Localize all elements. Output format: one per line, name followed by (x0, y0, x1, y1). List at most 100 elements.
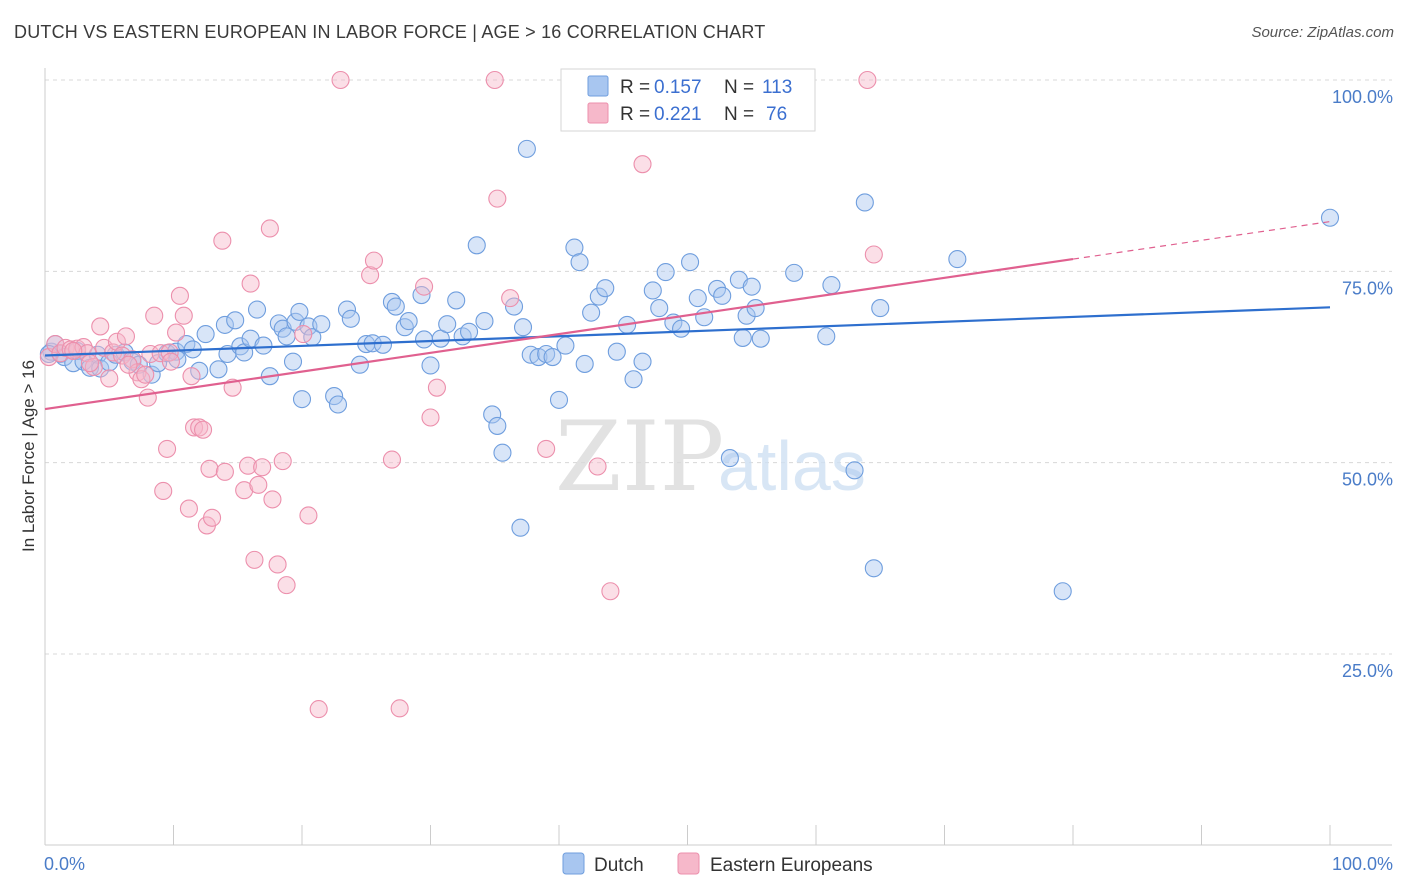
dutch-point-23 (196, 325, 215, 344)
dutch-point-31 (247, 300, 267, 319)
legend-n-label-ee: N = (724, 104, 754, 125)
legend-n-label-dutch: N = (724, 77, 754, 98)
dutch-point-64 (467, 236, 486, 255)
ee-point-13 (107, 332, 127, 351)
ee-regression-line-extension (1072, 220, 1331, 260)
dutch-point-39 (290, 302, 309, 321)
dutch-point-40 (292, 390, 312, 409)
dutch-point-91 (656, 263, 675, 282)
ee-point-27 (167, 323, 186, 342)
axes (44, 68, 1392, 846)
ee-point-31 (182, 367, 201, 386)
ee-point-43 (241, 274, 260, 293)
ee-point-60 (415, 277, 434, 296)
ee-point-74 (119, 355, 138, 374)
dutch-point-99 (720, 449, 739, 468)
y-tick-label-2: 50.0% (1342, 470, 1393, 490)
dutch-regression-line (44, 306, 1331, 357)
stats-legend: R = 0.157 N = 113 R = 0.221 N = 76 (560, 68, 816, 132)
legend-r-label-dutch: R = (620, 77, 650, 98)
ee-point-25 (158, 439, 177, 458)
dutch-point-46 (337, 300, 357, 319)
dutch-point-71 (513, 318, 533, 337)
ee-regression-line (44, 257, 1074, 411)
ee-point-68 (601, 582, 620, 601)
ee-point-51 (277, 576, 296, 595)
dutch-point-15 (142, 365, 161, 384)
ee-point-61 (421, 408, 440, 427)
ee-point-58 (382, 450, 402, 469)
ee-point-39 (215, 462, 234, 481)
ee-point-44 (245, 550, 264, 569)
ee-point-37 (203, 508, 222, 527)
dutch-point-112 (871, 299, 890, 318)
bottom-legend-label-ee: Eastern Europeans (710, 855, 873, 876)
ee-point-72 (80, 354, 100, 373)
ee-point-21 (141, 344, 160, 364)
ee-point-57 (364, 251, 384, 270)
dutch-point-58 (421, 356, 440, 375)
ee-point-49 (268, 555, 287, 574)
dutch-point-27 (226, 311, 245, 330)
dutch-point-45 (328, 395, 348, 414)
dutch-point-65 (475, 312, 494, 331)
ee-point-65 (501, 289, 520, 308)
y-tick-label-3: 25.0% (1342, 661, 1393, 681)
ee-point-30 (179, 499, 198, 518)
legend-r-value-dutch: 0.157 (654, 77, 702, 98)
grid (45, 79, 1392, 655)
ee-point-45 (249, 475, 268, 494)
dutch-point-61 (447, 291, 466, 310)
bottom-legend-swatch-dutch (562, 852, 585, 875)
dutch-point-88 (633, 352, 652, 371)
bottom-legend-label-dutch: Dutch (594, 855, 644, 876)
ee-point-22 (145, 306, 164, 325)
dutch-point-84 (596, 279, 615, 298)
dutch-point-101 (733, 328, 752, 347)
ee-point-63 (485, 70, 504, 90)
ee-point-42 (238, 456, 258, 475)
ee-point-38 (213, 231, 232, 250)
dutch-point-111 (864, 559, 883, 578)
ee-point-15 (116, 327, 136, 346)
dutch-point-90 (650, 299, 669, 318)
ee-point-75 (64, 341, 83, 360)
dutch-point-105 (751, 329, 770, 348)
ee-point-28 (170, 286, 189, 305)
dutch-point-55 (399, 312, 418, 331)
dutch-point-70 (511, 518, 530, 537)
ee-point-50 (273, 452, 292, 471)
dutch-point-25 (215, 315, 234, 334)
x-tick-label-min: 0.0% (44, 854, 85, 874)
ee-point-66 (537, 439, 556, 458)
ee-point-26 (160, 343, 179, 362)
dutch-point-107 (817, 327, 836, 346)
watermark-atlas: atlas (718, 427, 866, 505)
legend-swatch-dutch (587, 75, 609, 97)
series-legend: Dutch Eastern Europeans (562, 852, 873, 876)
dutch-point-77 (549, 390, 569, 409)
ee-point-19 (136, 365, 155, 384)
ee-point-24 (154, 481, 173, 501)
ee-point-70 (858, 70, 877, 90)
ee-point-73 (161, 352, 180, 371)
ee-point-48 (263, 490, 282, 509)
dutch-point-95 (688, 289, 707, 308)
dutch-point-110 (855, 193, 874, 212)
watermark-zip: ZIP (555, 401, 724, 513)
dutch-point-94 (681, 253, 700, 272)
dutch-point-80 (570, 253, 589, 272)
dutch-point-93 (672, 319, 691, 338)
dutch-point-106 (785, 263, 804, 282)
ee-point-69 (633, 155, 652, 174)
y-tick-labels: 100.0% 75.0% 50.0% 25.0% (1332, 87, 1393, 681)
dutch-point-79 (565, 238, 584, 257)
y-axis-title: In Labor Force | Age > 16 (19, 360, 38, 552)
ee-point-41 (235, 481, 254, 500)
ee-point-47 (260, 219, 279, 238)
dutch-point-87 (624, 370, 643, 389)
dutch-point-24 (209, 360, 228, 379)
dutch-point-53 (386, 297, 405, 316)
chart-title: DUTCH VS EASTERN EUROPEAN IN LABOR FORCE… (14, 22, 766, 42)
dutch-point-85 (607, 342, 626, 361)
